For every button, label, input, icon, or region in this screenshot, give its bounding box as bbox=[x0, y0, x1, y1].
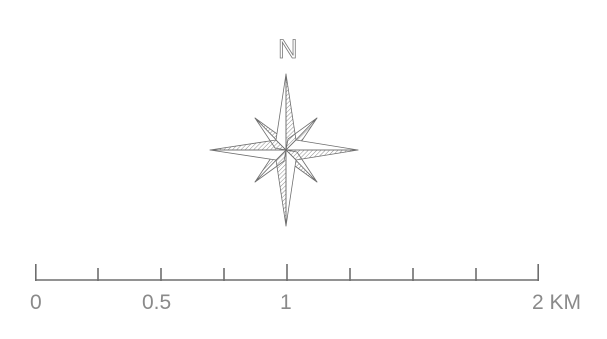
compass-cardinal-points bbox=[209, 73, 359, 227]
scale-bar bbox=[34, 264, 540, 281]
north-label: N bbox=[278, 34, 298, 64]
scale-label-0: 0 bbox=[30, 291, 42, 314]
scale-label-0.5: 0.5 bbox=[142, 291, 172, 314]
scale-label-1: 1 bbox=[280, 291, 292, 314]
scale-label-2-km: 2 KM bbox=[532, 291, 582, 314]
compass-rose-icon bbox=[209, 73, 359, 227]
